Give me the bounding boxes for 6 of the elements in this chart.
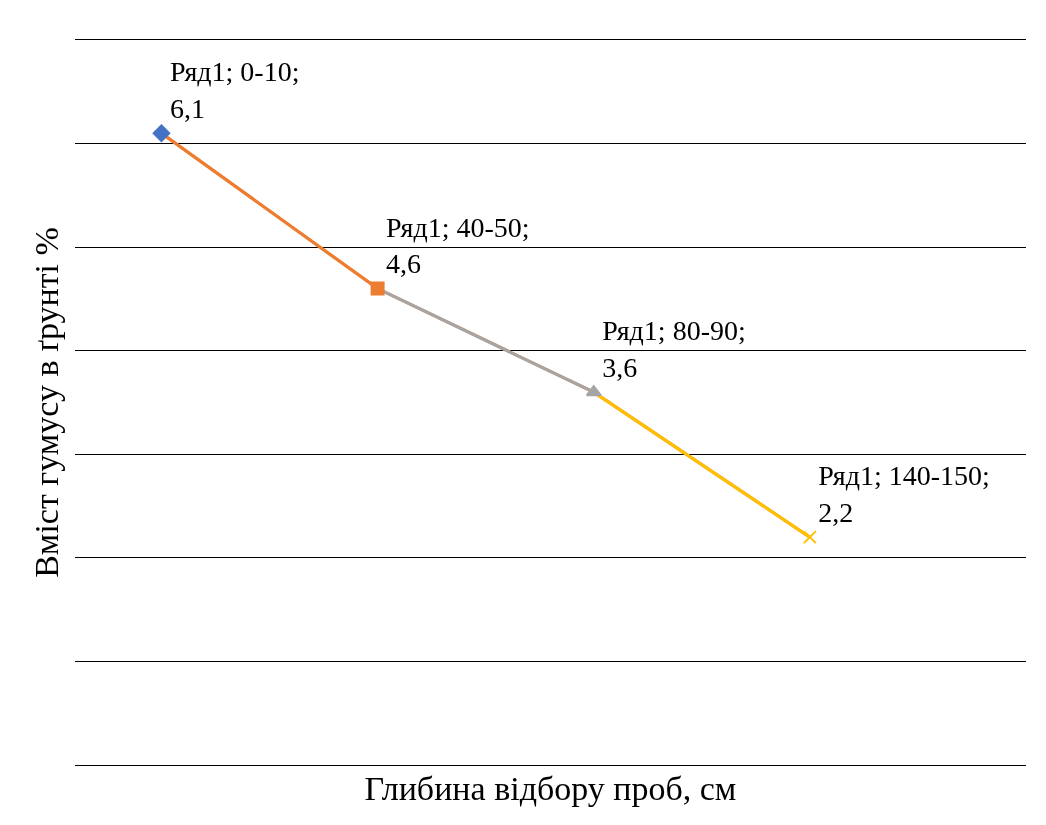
- data-label: Ряд1; 40-50; 4,6: [386, 211, 530, 280]
- data-label: Ряд1; 80-90; 3,6: [602, 315, 746, 383]
- y-axis-title: Вміст гумусу в ґрунті %: [27, 227, 65, 578]
- data-label: Ряд1; 0-10; 6,1: [169, 56, 300, 124]
- data-label: Ряд1; 140-150; 2,2: [818, 460, 990, 528]
- x-axis-title: Глибина відбору проб, см: [364, 769, 737, 807]
